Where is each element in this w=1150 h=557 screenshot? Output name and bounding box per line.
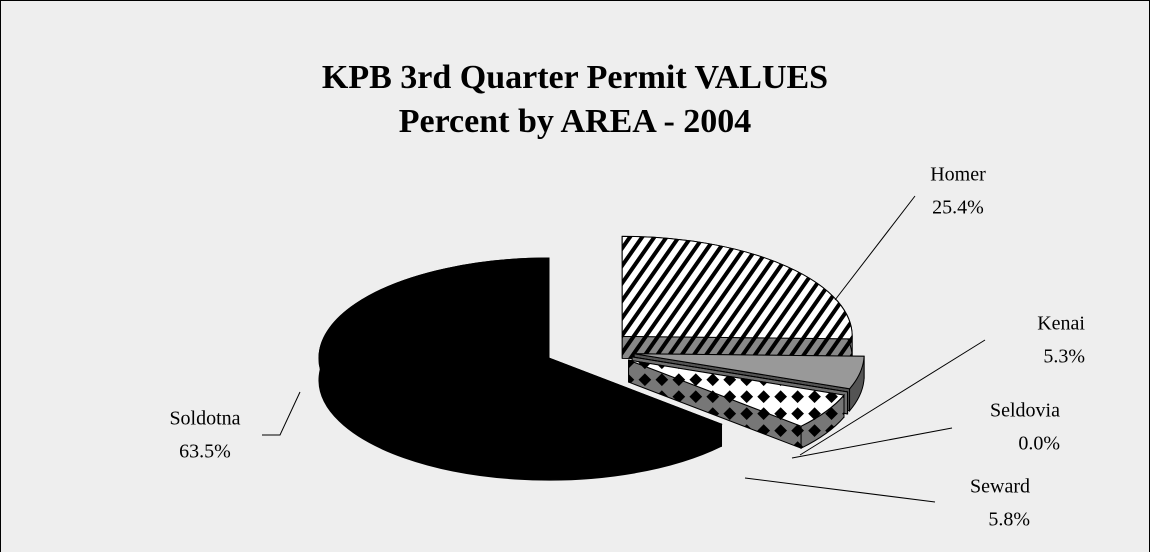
pie-slice (318, 257, 723, 459)
pie-slice-group (318, 257, 723, 481)
slice-label: Seldovia (990, 400, 1060, 422)
leader-line (744, 477, 936, 503)
pie-slice (634, 353, 865, 390)
leader-line (262, 391, 301, 436)
pie-slice (628, 359, 845, 427)
pie-slice-group (628, 359, 845, 450)
slice-label: Soldotna (169, 408, 240, 430)
slice-value-label: 5.8% (988, 509, 1030, 531)
pie (318, 235, 865, 481)
slice-label: Seward (970, 476, 1030, 498)
leader-line (791, 427, 953, 459)
slice-value-label: 5.3% (1043, 346, 1085, 368)
labels: Homer 25.4% Kenai 5.3% Seldovia 0.0% Seward 5.8… (169, 164, 1085, 531)
slice-label: Homer (930, 164, 986, 186)
chart-subtitle: Percent by AREA - 2004 (399, 103, 752, 140)
slice-label: Kenai (1037, 313, 1085, 335)
pie-slice (632, 356, 848, 393)
pie-slice (621, 235, 853, 340)
slice-value-label: 0.0% (1018, 433, 1060, 455)
leader-line (834, 195, 916, 301)
slice-value-label: 25.4% (932, 197, 984, 219)
chart-title: KPB 3rd Quarter Permit VALUES (322, 59, 828, 96)
slice-value-label: 63.5% (179, 441, 231, 463)
leader-line (799, 339, 986, 456)
